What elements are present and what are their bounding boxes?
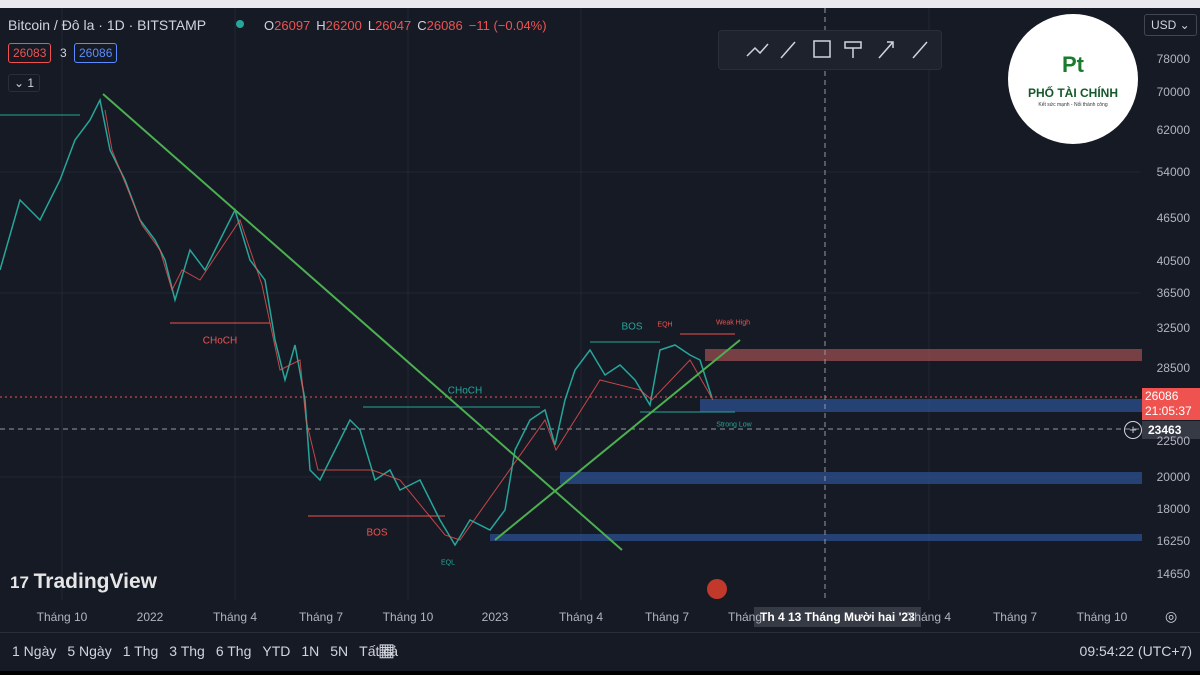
date-range-icon[interactable]: ▦ [378,640,396,660]
range-button[interactable]: 1 Ngày [12,643,57,659]
range-button[interactable]: 1N [301,643,320,659]
price-path-down [104,109,714,541]
crosshair-date: Th 4 13 Tháng Mười hai '23 [754,607,921,627]
price-label: 28500 [1156,361,1190,375]
annotation: BOS [621,321,643,333]
logo-slogan: Kết sức mạnh - Nối thành công [1038,102,1108,108]
tool-icons [746,40,928,59]
trendline-up [494,339,741,541]
watermark: 17 TradingView [10,570,157,593]
time-label: Tháng 10 [1076,610,1128,624]
price-label: 54000 [1156,165,1190,179]
price-label: 18000 [1156,502,1190,516]
spread: 3 [60,46,67,60]
ohlc: O26097 H26200 L26047 C26086 −11 (−0.04%) [264,18,547,33]
watermark-text: TradingView [33,570,157,593]
indicator-toggle[interactable]: ⌄ 1 [8,74,41,92]
ohlc-key: O [264,18,275,33]
time-label: Tháng 7 [644,610,690,624]
annotation: EQL [440,559,456,567]
price-label: 70000 [1156,85,1190,99]
price-label: 62000 [1156,123,1190,137]
indicator-count: 1 [27,76,35,90]
drawing-toolbar[interactable] [718,30,942,70]
browser-strip [0,0,1200,8]
annotation: BOS [366,527,388,539]
price-label: 22500 [1156,434,1190,448]
range-button[interactable]: 3 Thg [169,643,205,659]
ohlc-key: C [417,18,427,33]
range-button[interactable]: Tất cả [359,643,399,659]
ohlc-key: H [316,18,326,33]
trendline-down [102,93,623,551]
chart-area [0,8,1142,600]
event-icon[interactable] [707,579,727,599]
demand-zone [700,399,1142,412]
time-label: 2023 [481,610,509,624]
price-label: 40500 [1156,254,1190,268]
price-label: 46500 [1156,211,1190,225]
ohlc-key: L [367,18,376,33]
time-label: Tháng 10 [382,610,434,624]
annotation: Weak High [715,319,751,327]
range-button[interactable]: YTD [262,643,291,659]
symbol: Bitcoin / Đô la · 1D · BITSTAMP [8,17,207,33]
range-button[interactable]: 5 Ngày [67,643,112,659]
time-label: Tháng 4 [212,610,258,624]
price-label: 14650 [1156,567,1190,581]
annotation: EQH [657,321,673,329]
supply-zone [705,349,1142,361]
time-label: 2022 [136,610,164,624]
divider [0,632,1200,633]
annotation: CHoCH [202,335,238,347]
logo-mark: Pt [1062,52,1084,77]
range-button[interactable]: 5N [330,643,349,659]
time-label: Tháng 7 [298,610,344,624]
currency-label: USD [1151,18,1177,32]
ask[interactable]: 26086 [74,43,118,63]
price-label: 20000 [1156,470,1190,484]
ohlc-value: 26047 [375,18,412,33]
bottom-edge [0,671,1200,675]
clock: 09:54:22 (UTC+7) [1079,643,1192,659]
annotation: Strong Low [716,421,752,429]
last-price: 26086 [1145,389,1179,403]
settings[interactable]: ◎ [1165,608,1178,624]
countdown: 21:05:37 [1145,404,1192,418]
crosshair-price: 23463 [1142,421,1200,439]
time-label: Tháng 10 [36,610,88,624]
structure-lines [0,114,735,413]
bid[interactable]: 26083 [8,43,52,63]
ohlc-value: 26086 [426,18,463,33]
currency[interactable]: USD ⌄ [1144,14,1197,36]
demand-zone [560,472,1142,484]
price-label: 36500 [1156,286,1190,300]
time-label: Tháng 4 [906,610,952,624]
change: −11 (−0.04%) [468,18,547,33]
price-label: 16250 [1156,534,1190,548]
market-status [236,20,244,28]
time-label: Tháng [727,610,763,624]
logo-badge: Pt PHỐ TÀI CHÍNH Kết sức mạnh - Nối thàn… [1008,14,1138,144]
ohlc-value: 26200 [325,18,362,33]
time-label: Tháng 4 [558,610,604,624]
demand-zone [490,534,1142,541]
add-alert[interactable]: + [1124,421,1142,439]
logo-name: PHỐ TÀI CHÍNH [1028,86,1118,100]
last-price-tag: 26086 21:05:37 [1142,388,1200,420]
annotation: CHoCH [447,385,483,397]
price-label: 78000 [1156,52,1190,66]
ohlc-value: 26097 [274,18,311,33]
time-label: Tháng 7 [992,610,1038,624]
range-button[interactable]: 6 Thg [215,643,252,659]
range-button[interactable]: 1 Thg [122,643,159,659]
price-label: 32500 [1156,321,1190,335]
